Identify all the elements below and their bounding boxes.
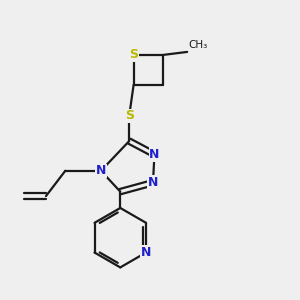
Text: N: N <box>148 176 158 189</box>
Text: N: N <box>141 246 151 259</box>
Text: S: S <box>125 109 134 122</box>
Text: S: S <box>129 48 138 62</box>
Text: CH₃: CH₃ <box>189 40 208 50</box>
Text: N: N <box>96 164 106 177</box>
Text: N: N <box>149 148 160 161</box>
